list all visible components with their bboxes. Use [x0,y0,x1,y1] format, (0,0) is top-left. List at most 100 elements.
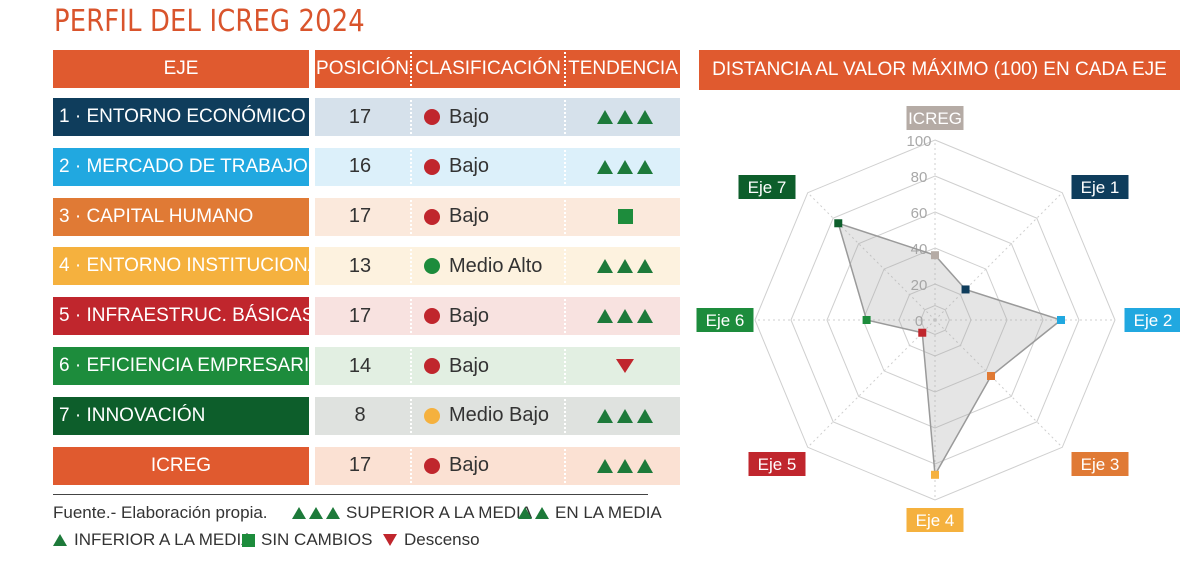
legend-inferior: INFERIOR A LA MEDIA [53,530,253,550]
header-divider [410,52,412,86]
triple-triangle-icon [597,309,653,324]
radar-tick-label: 100 [906,133,931,150]
table-row: 2 · MERCADO DE TRABAJO 16 Bajo [0,147,1200,186]
radar-point [931,251,939,260]
triple-triangle-icon [597,458,653,473]
radar-tick-label: 20 [911,277,928,294]
triple-triangle-icon [597,110,653,124]
legend-sin-cambios-label: SIN CAMBIOS [261,530,373,549]
eje-label: 6 · EFICIENCIA EMPRESARIAL [53,347,332,385]
column-divider [564,349,566,383]
radar-axis-label-bg [696,308,754,332]
triple-triangle-icon [597,259,653,274]
clasificacion-cell: Bajo [424,98,564,136]
header-clasificacion-label: CLASIFICACIÓN [415,58,561,79]
single-triangle-icon [53,534,67,546]
eje-label: 3 · CAPITAL HUMANO [53,197,309,236]
radar-point [1057,316,1065,324]
legend-inferior-label: INFERIOR A LA MEDIA [74,530,253,549]
radar-axis-label: Eje 3 [1081,455,1120,474]
column-divider [410,199,412,234]
classification-dot-icon [424,258,440,275]
radar-point [834,219,843,228]
clasificacion-cell: Medio Alto [424,247,564,285]
source-note: Fuente.- Elaboración propia. [53,503,268,522]
row-band [315,347,680,385]
posicion-value: 17 [348,205,372,228]
radar-tick-label: 60 [911,205,928,222]
table-row: 1 · ENTORNO ECONÓMICO 17 Bajo [0,98,1200,136]
square-icon [617,209,633,225]
column-divider [564,448,566,483]
clasificacion-cell: Bajo [424,148,564,186]
eje-label: 5 · INFRAESTRUC. BÁSICAS [53,297,315,336]
eje-label: 7 · INNOVACIÓN [53,396,309,435]
radar-axis-label: Eje 6 [706,311,745,330]
radar-tick-label: 80 [911,169,928,186]
radar-tick-label: 0 [915,313,923,330]
row-band [315,247,680,286]
triple-triangle-icon [597,159,653,174]
radar-point [918,328,927,337]
classification-dot-icon [424,457,440,474]
radar-point [862,316,871,324]
tendencia-cell [570,98,680,136]
double-triangle-icon [518,507,549,519]
column-divider [410,149,412,184]
header-posicion: POSICIÓN [315,50,410,88]
eje-label: 2 · MERCADO DE TRABAJO [53,147,309,186]
row-band [315,147,680,186]
header-eje: EJE [53,50,309,88]
classification-dot-icon [424,208,440,225]
row-band [315,396,680,435]
page-title: PERFIL DEL ICREG 2024 [54,4,365,39]
clasificacion-cell: Bajo [424,447,564,485]
header-clasificacion: CLASIFICACIÓN [412,50,564,88]
legend-media: EN LA MEDIA [518,503,662,523]
tendencia-cell [570,247,680,285]
clasificacion-value: Bajo [449,354,490,377]
chart-title: DISTANCIA AL VALOR MÁXIMO (100) EN CADA … [699,50,1180,90]
clasificacion-cell: Bajo [424,198,564,236]
triple-triangle-icon [292,507,340,519]
legend-descenso-label: Descenso [404,530,480,549]
radar-grid-ring [754,139,1116,501]
posicion-value: 13 [348,254,372,277]
down-triangle-icon [616,359,634,373]
tendencia-cell [570,148,680,186]
column-divider [564,100,566,134]
posicion-value: 8 [354,404,366,427]
classification-dot-icon [424,358,440,374]
legend-divider [53,494,648,495]
radar-grid-ring [826,211,1044,429]
classification-dot-icon [424,308,440,325]
row-band [315,297,680,336]
radar-axis-label-bg [1071,452,1129,476]
clasificacion-value: Medio Bajo [449,404,550,427]
column-divider [564,199,566,234]
row-band [315,98,680,136]
radar-axis-label-bg [906,508,964,532]
radar-spoke [934,192,1063,321]
chart-title-label: DISTANCIA AL VALOR MÁXIMO (100) EN CADA … [712,59,1167,80]
column-divider [410,349,412,383]
down-triangle-icon [383,534,397,546]
radar-axis-label: Eje 4 [916,511,955,530]
radar-axis-label: ICREG [908,109,962,128]
column-divider [410,299,412,334]
radar-axis-label: Eje 1 [1081,178,1120,197]
radar-point [931,470,939,479]
header-divider [564,52,566,86]
column-divider [564,299,566,334]
header-tendencia: TENDENCIA [566,50,680,88]
tendencia-cell [570,347,680,385]
table-row: 6 · EFICIENCIA EMPRESARIAL 14 Bajo [0,347,1200,385]
clasificacion-value: Bajo [449,205,490,228]
table-row: 3 · CAPITAL HUMANO 17 Bajo [0,197,1200,236]
classification-dot-icon [424,158,440,175]
classification-dot-icon [424,109,440,125]
radar-axis-label: Eje 2 [1134,311,1173,330]
radar-axis-label: Eje 5 [758,455,797,474]
radar-series-area [837,222,1063,478]
legend-fuente: Fuente.- Elaboración propia. [53,503,268,523]
